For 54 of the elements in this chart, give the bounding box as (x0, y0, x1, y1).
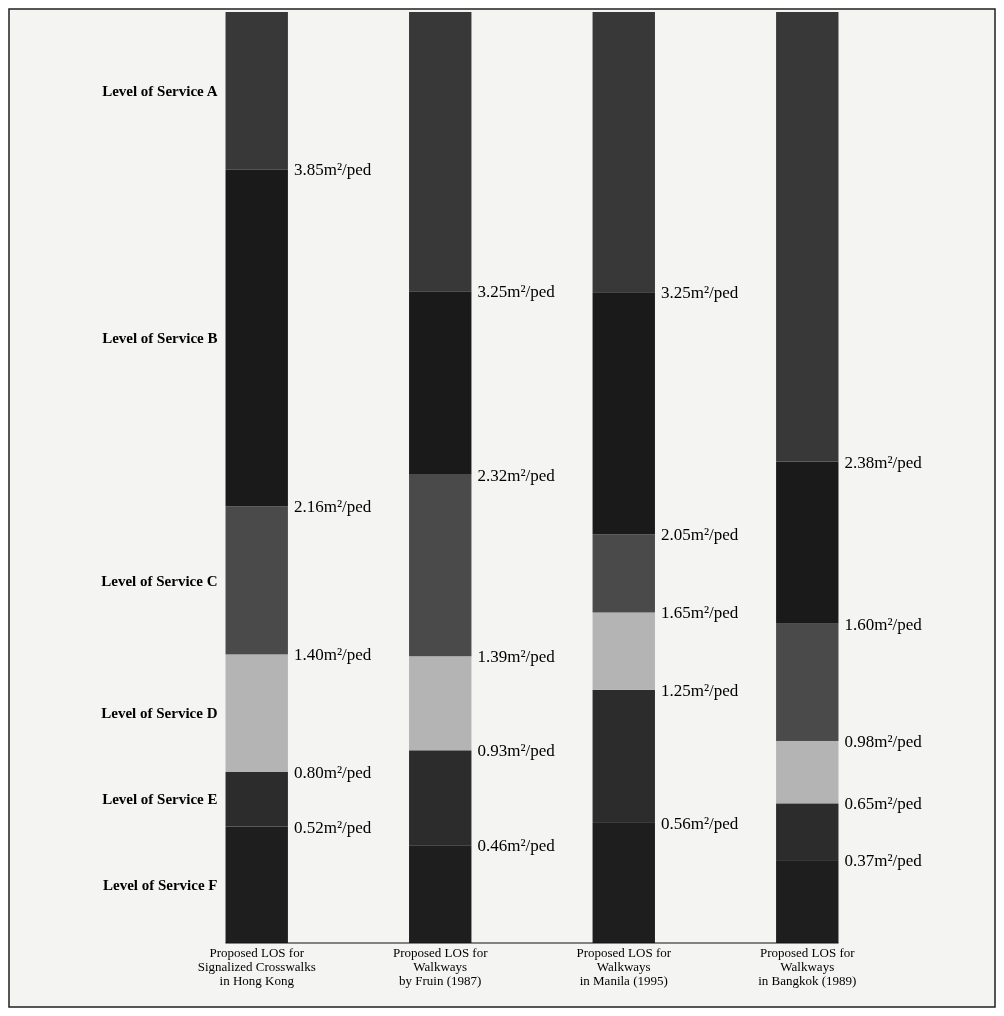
annotation: 0.65m²/ped (844, 794, 923, 814)
x-tick-label: Proposed LOS for Walkways by Fruin (1987) (392, 945, 489, 988)
series-label: Level of Service A (102, 82, 218, 99)
annotation: 2.05m²/ped (660, 525, 739, 545)
bar (409, 845, 472, 943)
bar (592, 822, 655, 943)
annotation: 2.32m²/ped (477, 465, 556, 485)
x-tick-label: Proposed LOS for Walkways in Bangkok (1989) (758, 945, 857, 988)
annotation: 0.93m²/ped (477, 741, 556, 761)
bar (225, 826, 288, 943)
x-tick-label: Proposed LOS for Signalized Crosswalks in Hong Kong (197, 945, 316, 988)
annotation: 1.60m²/ped (844, 614, 923, 634)
annotation: 2.38m²/ped (844, 452, 923, 472)
annotation: 3.25m²/ped (477, 282, 556, 302)
annotation: 1.65m²/ped (660, 603, 739, 623)
bar (592, 689, 655, 823)
bar (409, 12, 472, 292)
bar (592, 292, 655, 535)
annotation: 0.56m²/ped (660, 813, 739, 833)
bar (225, 506, 288, 655)
bar (225, 169, 288, 507)
series-label: Level of Service C (101, 572, 218, 589)
annotation: 1.40m²/ped (293, 645, 372, 665)
series-label: Level of Service B (102, 330, 218, 347)
annotation: 0.52m²/ped (293, 817, 372, 837)
bar (592, 12, 655, 293)
bar (225, 654, 288, 772)
annotation: 0.98m²/ped (844, 731, 923, 751)
annotation: 3.85m²/ped (293, 160, 372, 180)
bar (592, 612, 655, 690)
bar (409, 291, 472, 475)
annotation: 1.39m²/ped (477, 647, 556, 667)
bar (776, 860, 839, 943)
bar (776, 461, 839, 624)
bar (592, 534, 655, 613)
annotation: 0.37m²/ped (844, 851, 923, 871)
bar (409, 474, 472, 657)
annotation: 0.46m²/ped (477, 836, 556, 856)
series-label: Level of Service D (101, 705, 218, 722)
bar (409, 750, 472, 846)
bar (776, 623, 839, 741)
bar (776, 803, 839, 861)
annotation: 0.80m²/ped (293, 762, 372, 782)
annotation: 1.25m²/ped (660, 680, 739, 700)
annotation: 3.25m²/ped (660, 283, 739, 303)
series-label: Level of Service F (102, 877, 218, 894)
series-label: Level of Service E (102, 791, 218, 808)
bar (409, 656, 472, 751)
bar (776, 740, 839, 804)
bar (776, 12, 839, 462)
bar (225, 771, 288, 827)
annotation: 2.16m²/ped (293, 497, 372, 517)
x-tick-label: Proposed LOS for Walkways in Manila (1995) (576, 945, 672, 988)
bar (225, 12, 288, 170)
